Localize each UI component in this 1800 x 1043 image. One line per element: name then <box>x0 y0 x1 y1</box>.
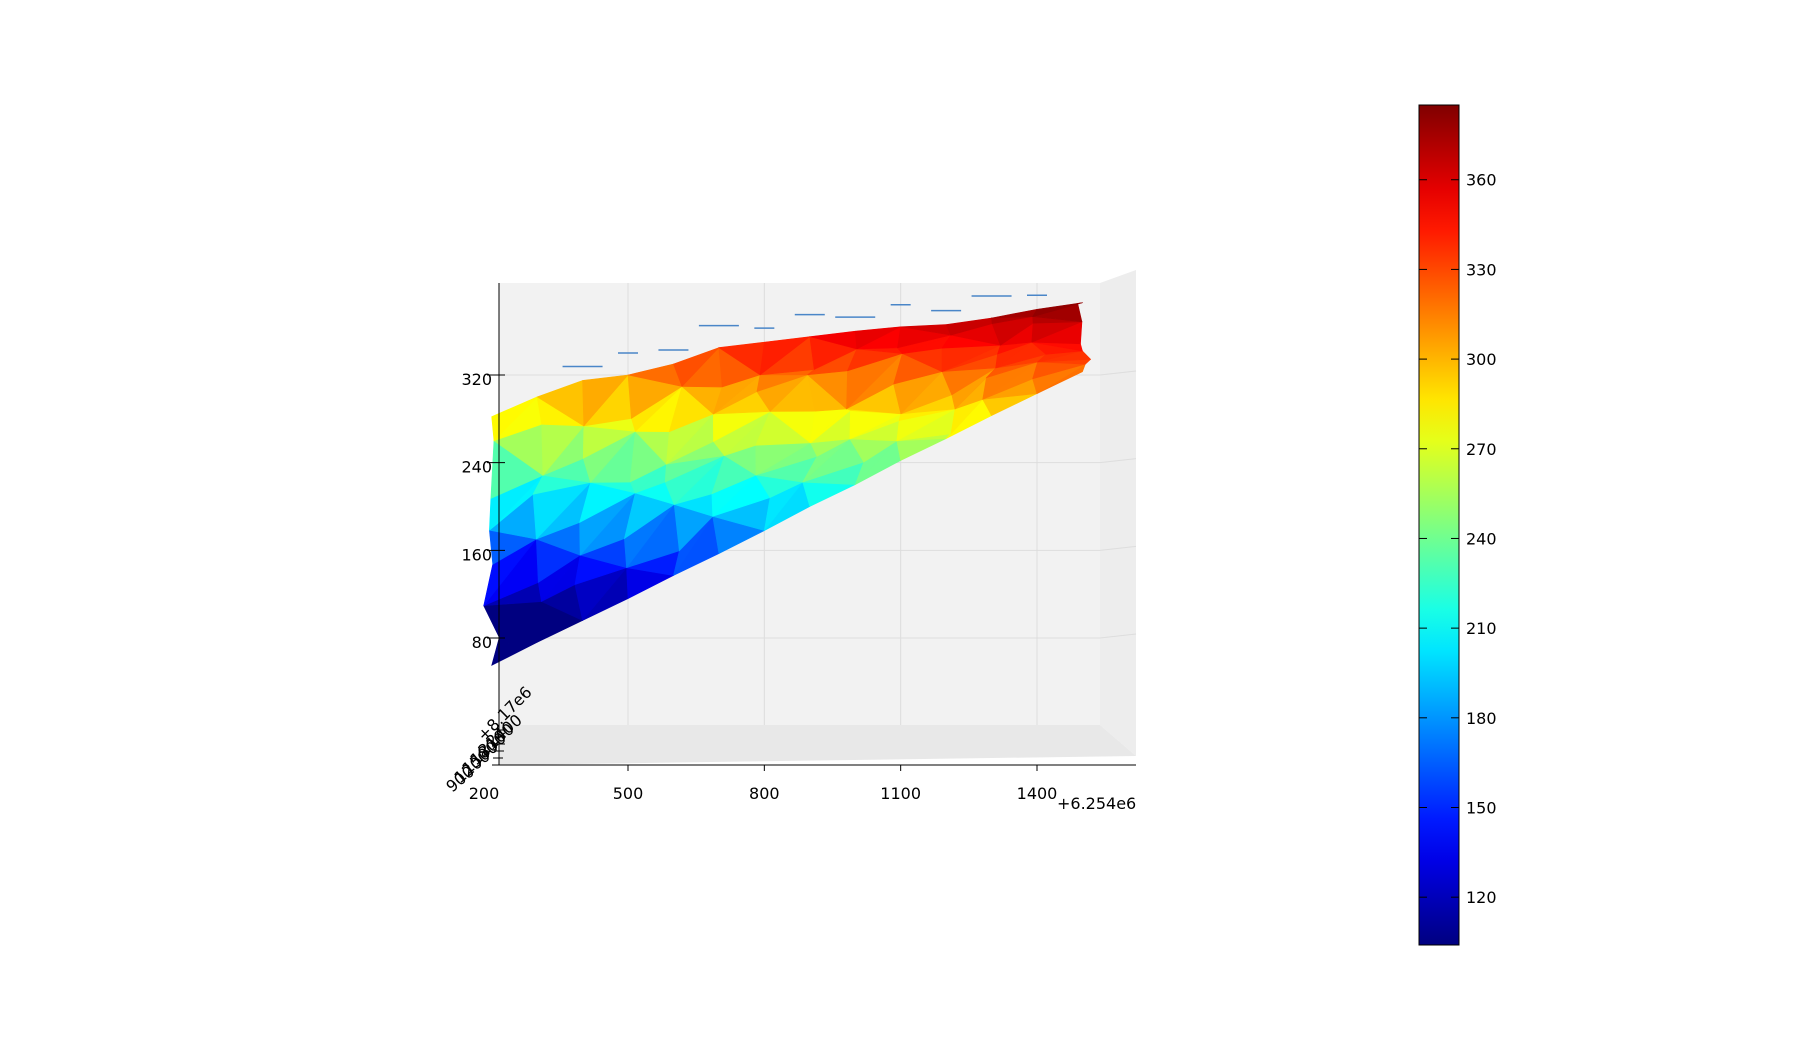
z-tick-label: 80 <box>472 633 492 652</box>
colorbar-tick-label: 270 <box>1466 440 1497 459</box>
z-ticks: 80 160 240 320 <box>461 370 505 652</box>
colorbar-tick-label: 240 <box>1466 529 1497 548</box>
colorbar-tick-label: 330 <box>1466 260 1497 279</box>
surface-facet <box>854 326 901 350</box>
z-tick-label: 320 <box>461 370 492 389</box>
colorbar: 120 150 180 210 240 270 300 330 360 <box>1418 104 1497 946</box>
top-contour-lines <box>562 294 1047 368</box>
colorbar-gradient <box>1418 104 1460 946</box>
z-tick-label: 160 <box>461 545 492 564</box>
colorbar-tick-label: 210 <box>1466 619 1497 638</box>
surface-facet <box>582 374 629 427</box>
x-tick-label: 500 <box>613 784 644 803</box>
x-tick-label: 200 <box>469 784 500 803</box>
z-gridline-side <box>1099 633 1137 639</box>
z-gridline-side <box>1099 545 1137 551</box>
colorbar-tick-label: 150 <box>1466 798 1497 817</box>
surface-facet <box>759 336 811 376</box>
surface-facet <box>673 347 720 387</box>
colorbar-ticks: 120 150 180 210 240 270 300 330 360 <box>1419 171 1497 907</box>
z-tick-label: 240 <box>461 458 492 477</box>
colorbar-tick-label: 300 <box>1466 350 1497 369</box>
colorbar-tick-label: 180 <box>1466 709 1497 728</box>
surface-mesh <box>483 302 1091 666</box>
x-tick-label: 800 <box>749 784 780 803</box>
x-tick-label: 1100 <box>880 784 921 803</box>
colorbar-tick-label: 360 <box>1466 171 1497 190</box>
surface-facet <box>945 317 992 336</box>
z-gridline-side <box>1099 370 1137 376</box>
side-pane <box>1100 270 1136 756</box>
z-gridline-side <box>1099 458 1137 464</box>
x-ticks: 200 500 800 1100 1400 <box>469 765 1058 803</box>
surface-facet <box>491 396 538 442</box>
x-tick-label: 1400 <box>1017 784 1058 803</box>
colorbar-tick-label: 120 <box>1466 888 1497 907</box>
surface-facet <box>1032 302 1083 317</box>
floor-pane <box>499 725 1136 765</box>
x-offset-label: +6.254e6 <box>1057 794 1136 813</box>
